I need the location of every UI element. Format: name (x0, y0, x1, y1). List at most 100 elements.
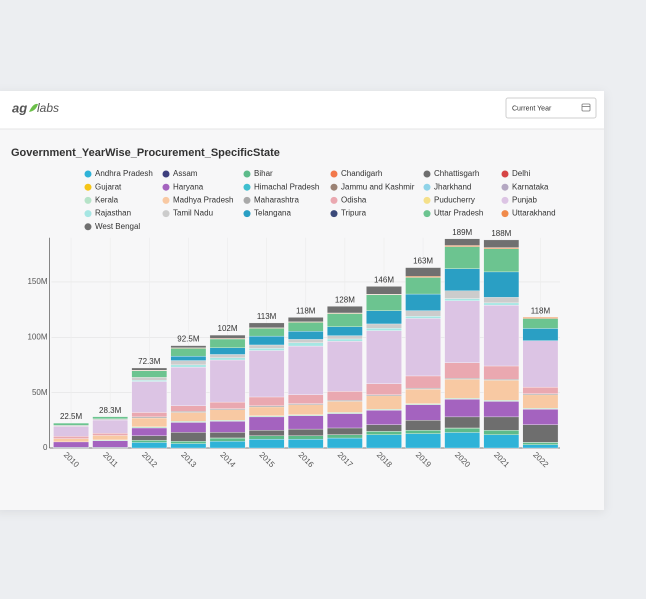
bar-segment (444, 362, 480, 379)
bar-segment (522, 393, 559, 396)
bar-segment (287, 438, 324, 449)
bar-segment (209, 441, 246, 449)
bar-segment (444, 399, 480, 418)
header (0, 91, 604, 129)
bar-segment (483, 271, 520, 298)
bar-segment (209, 334, 246, 339)
bar-segment (405, 403, 441, 405)
legend-marker (330, 210, 338, 218)
total-label: 113M (257, 312, 277, 321)
bar-segment (248, 328, 285, 337)
legend-label: Delhi (512, 169, 530, 178)
legend-marker (330, 170, 338, 178)
bar-segment (209, 401, 246, 409)
bar-segment (405, 310, 441, 317)
date-picker[interactable] (505, 97, 597, 119)
bar-segment (483, 302, 520, 306)
legend-label: Rajasthan (95, 209, 131, 218)
bar-segment (131, 367, 168, 371)
bar-segment (444, 246, 480, 269)
total-label: 72.3M (138, 357, 161, 366)
bar-segment (248, 348, 285, 351)
bar-segment (327, 437, 363, 449)
legend-label: Tamil Nadu (173, 209, 213, 218)
bar-segment (483, 434, 520, 449)
bar-segment (405, 318, 441, 377)
legend-marker (243, 183, 251, 191)
bar-segment (131, 426, 168, 429)
bar-segment (131, 380, 168, 382)
logo-leaf (29, 103, 38, 112)
legend-marker (423, 210, 431, 218)
legend-label: Gujarat (95, 182, 122, 191)
bar-segment (209, 432, 246, 439)
bar-segment (209, 347, 246, 355)
bar-segment (248, 344, 285, 349)
legend-label: Assam (173, 169, 198, 178)
bar-segment (366, 424, 402, 432)
bar-segment (287, 317, 324, 322)
bar-segment (522, 424, 559, 443)
bar-segment (366, 408, 402, 411)
bar-segment (287, 428, 324, 436)
bar-segment (287, 322, 324, 332)
bar-segment (209, 421, 246, 433)
bar-segment (209, 409, 246, 421)
bar-segment (366, 383, 402, 395)
bar-segment (170, 366, 207, 406)
bar-segment (522, 328, 559, 341)
bar-segment (327, 338, 363, 342)
legend-marker (162, 183, 170, 191)
bar-segment (248, 322, 285, 328)
bar-segment (444, 427, 480, 433)
y-tick-label: 150M (27, 277, 47, 286)
legend-marker (501, 196, 509, 204)
bar-segment (131, 442, 168, 449)
bar-segment (170, 432, 207, 442)
bar-segment (287, 331, 324, 340)
bar-segment (170, 355, 207, 361)
bar-segment (92, 418, 128, 421)
legend-marker (330, 196, 338, 204)
bar-segment (209, 338, 246, 348)
bar-segment (131, 381, 168, 413)
calendar-icon (581, 103, 591, 112)
legend-label: Puducherry (434, 196, 475, 205)
bar-segment (131, 435, 168, 441)
bar-segment (444, 416, 480, 429)
total-label: 118M (531, 307, 551, 316)
bar-segment (444, 300, 480, 363)
date-picker-label: Current Year (512, 105, 552, 112)
bar-segment (170, 412, 207, 422)
bar-segment (483, 430, 520, 435)
total-label: 118M (296, 307, 316, 316)
bar-segment (170, 443, 207, 449)
bar-segment (522, 442, 559, 445)
bar-segment (92, 416, 128, 420)
bar-segment (522, 408, 559, 410)
bar-segment (366, 330, 402, 384)
legend-marker (501, 210, 509, 218)
total-label: 92.5M (177, 335, 200, 344)
bar-segment (287, 342, 324, 347)
bar-segment (405, 293, 441, 311)
bar-segment (209, 359, 246, 403)
legend-label: Uttar Pradesh (434, 209, 483, 218)
total-label: 163M (413, 257, 433, 266)
bar-segment (170, 441, 207, 444)
bar-segment (92, 440, 128, 448)
y-tick-label: 0 (43, 443, 48, 452)
bar-segment (131, 440, 168, 443)
bar-segment (327, 401, 363, 413)
legend-marker (423, 183, 431, 191)
bar-segment (248, 430, 285, 436)
bar-segment (131, 417, 168, 428)
bar-segment (405, 430, 441, 434)
bar-segment (287, 415, 324, 430)
bar-segment (287, 435, 324, 440)
legend-marker (243, 196, 251, 204)
bar-segment (405, 276, 441, 278)
bar-segment (366, 286, 402, 295)
total-label: 22.5M (60, 412, 83, 421)
bar-segment (53, 422, 89, 426)
